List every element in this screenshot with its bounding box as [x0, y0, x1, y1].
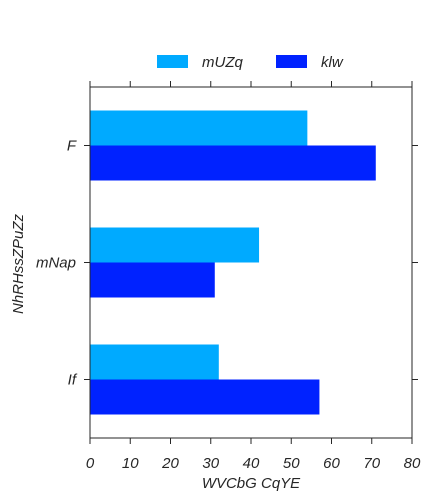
bars-group — [90, 110, 376, 415]
x-tick-label: 0 — [86, 455, 95, 472]
bar-mUZq-F — [90, 110, 308, 146]
bar-klw-If — [90, 379, 320, 415]
bar-klw-F — [90, 145, 376, 181]
x-tick-label: 60 — [323, 455, 340, 472]
x-tick-label: 30 — [202, 455, 219, 472]
y-tick-label: mNap — [36, 255, 76, 272]
legend-label-klw: klw — [321, 54, 344, 71]
x-axis-label: WVCbG CqYE — [202, 475, 301, 492]
legend-swatch-klw — [276, 55, 307, 68]
y-axis-label: NhRHssZPuZz — [10, 213, 27, 314]
x-tick-label: 10 — [122, 455, 139, 472]
x-tick-label: 20 — [161, 455, 179, 472]
legend-label-mUZq: mUZq — [202, 54, 243, 71]
x-tick-label: 70 — [363, 455, 380, 472]
legend-swatch-mUZq — [157, 55, 188, 68]
bar-mUZq-If — [90, 344, 219, 380]
x-tick-label: 80 — [404, 455, 421, 472]
bar-klw-mNap — [90, 262, 215, 298]
x-tick-label: 40 — [243, 455, 260, 472]
y-tick-label: If — [68, 372, 78, 389]
x-tick-label: 50 — [283, 455, 300, 472]
bar-mUZq-mNap — [90, 227, 260, 263]
y-tick-label: F — [67, 138, 77, 155]
legend: mUZq klw — [157, 54, 344, 71]
